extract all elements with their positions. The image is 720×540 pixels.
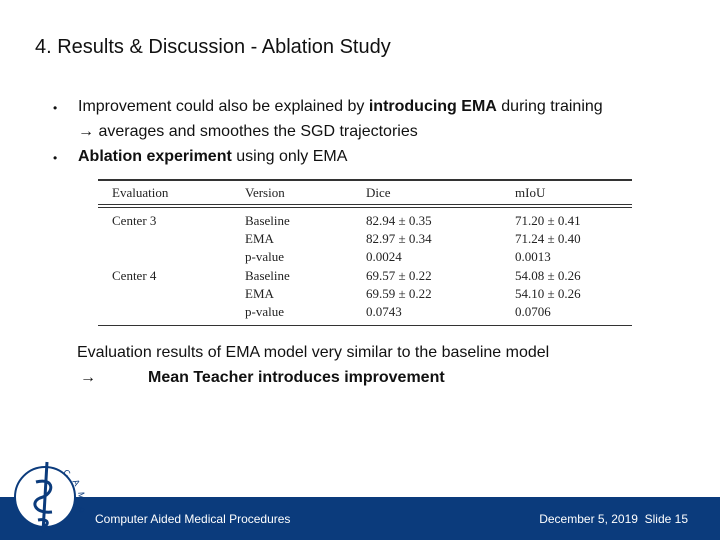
column-header: Version	[245, 185, 285, 200]
table-cell: 69.57 ± 0.22	[366, 267, 432, 283]
bullet-line: Improvement could also be explained by i…	[78, 98, 603, 116]
arrow: →	[80, 369, 96, 386]
table-rule	[98, 204, 632, 205]
logo-staff	[33, 461, 53, 533]
table-cell: p-value	[245, 304, 284, 319]
table-cell: 0.0743	[366, 304, 402, 319]
table-cell: 54.10 ± 0.26	[515, 285, 581, 301]
logo: CAMP	[0, 461, 90, 540]
table-cell: 71.20 ± 0.41	[515, 213, 581, 228]
text-segment: introducing EMA	[368, 98, 497, 115]
institution: Computer Aided Medical Procedures	[95, 512, 291, 526]
bullet-marker: •	[53, 101, 58, 115]
table-cell: Center 3	[112, 213, 157, 228]
column-header: Evaluation	[112, 185, 169, 200]
table-cell: Baseline	[245, 213, 290, 228]
table-cell: 82.97 ± 0.34	[366, 231, 432, 247]
column-header: mIoU	[515, 185, 546, 200]
table-cell: Center 4	[112, 267, 157, 283]
slide-number: Slide 15	[644, 512, 688, 526]
table-cell: 0.0706	[515, 304, 551, 319]
table-cell: 69.59 ± 0.22	[366, 285, 432, 301]
slide-info: December 5, 2019 Slide 15	[539, 512, 688, 526]
footer-bar	[0, 497, 720, 540]
text-segment: Ablation experiment	[78, 148, 232, 165]
text-segment: Improvement could also be explained by	[78, 98, 369, 115]
table-cell: p-value	[245, 249, 284, 265]
table-cell: 54.08 ± 0.26	[515, 267, 581, 283]
conclusion-text: Evaluation results of EMA model very sim…	[77, 344, 550, 361]
conclusion-highlight: Mean Teacher introduces improvement	[148, 369, 445, 386]
text-segment: → averages and smoothes the SGD trajecto…	[78, 123, 418, 140]
table-cell: Baseline	[245, 267, 290, 283]
bullet-line: Ablation experiment using only EMA	[78, 148, 347, 166]
table-cell: 0.0024	[366, 249, 402, 265]
text-segment: using only EMA	[231, 148, 348, 165]
table-cell: 0.0013	[515, 249, 551, 265]
bullet-marker: •	[53, 151, 58, 165]
table-rule	[98, 179, 632, 181]
table-cell: EMA	[245, 285, 274, 301]
text-segment: during training	[496, 98, 603, 115]
table-cell: 82.94 ± 0.35	[366, 213, 432, 228]
date: December 5, 2019	[539, 512, 638, 526]
table-cell: 71.24 ± 0.40	[515, 231, 581, 247]
table-rule	[98, 207, 632, 208]
table-rule	[98, 325, 632, 326]
bullet-line: → averages and smoothes the SGD trajecto…	[78, 123, 418, 141]
slide-title: 4. Results & Discussion - Ablation Study	[35, 36, 391, 58]
table-cell: EMA	[245, 231, 274, 247]
column-header: Dice	[366, 185, 391, 200]
